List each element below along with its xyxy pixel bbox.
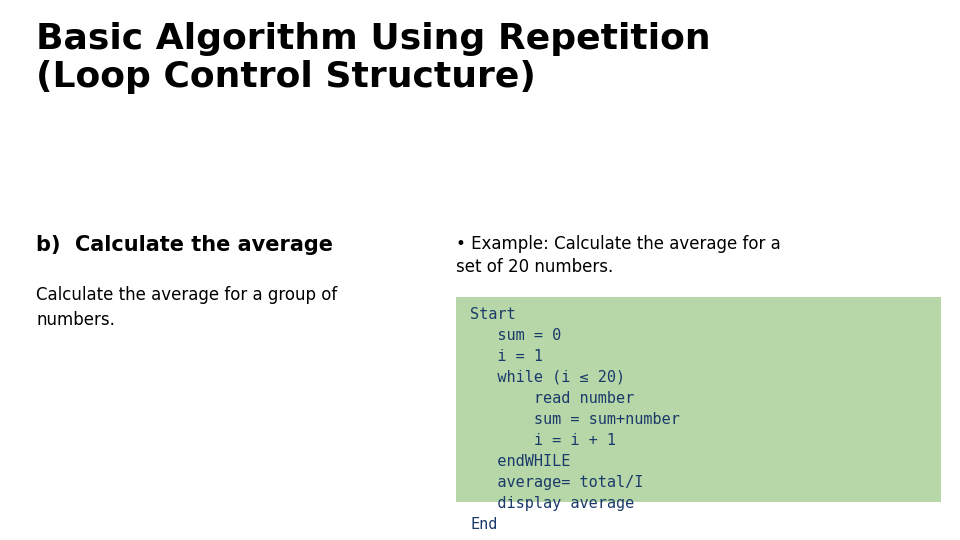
Text: b)  Calculate the average: b) Calculate the average [36,235,333,255]
Text: Start
   sum = 0
   i = 1
   while (i ≤ 20)
       read number
       sum = sum+: Start sum = 0 i = 1 while (i ≤ 20) read … [470,307,681,532]
Text: Calculate the average for a group of
numbers.: Calculate the average for a group of num… [36,286,338,329]
Text: • Example: Calculate the average for a
set of 20 numbers.: • Example: Calculate the average for a s… [456,235,780,276]
FancyBboxPatch shape [456,297,941,502]
Text: Basic Algorithm Using Repetition
(Loop Control Structure): Basic Algorithm Using Repetition (Loop C… [36,22,711,93]
